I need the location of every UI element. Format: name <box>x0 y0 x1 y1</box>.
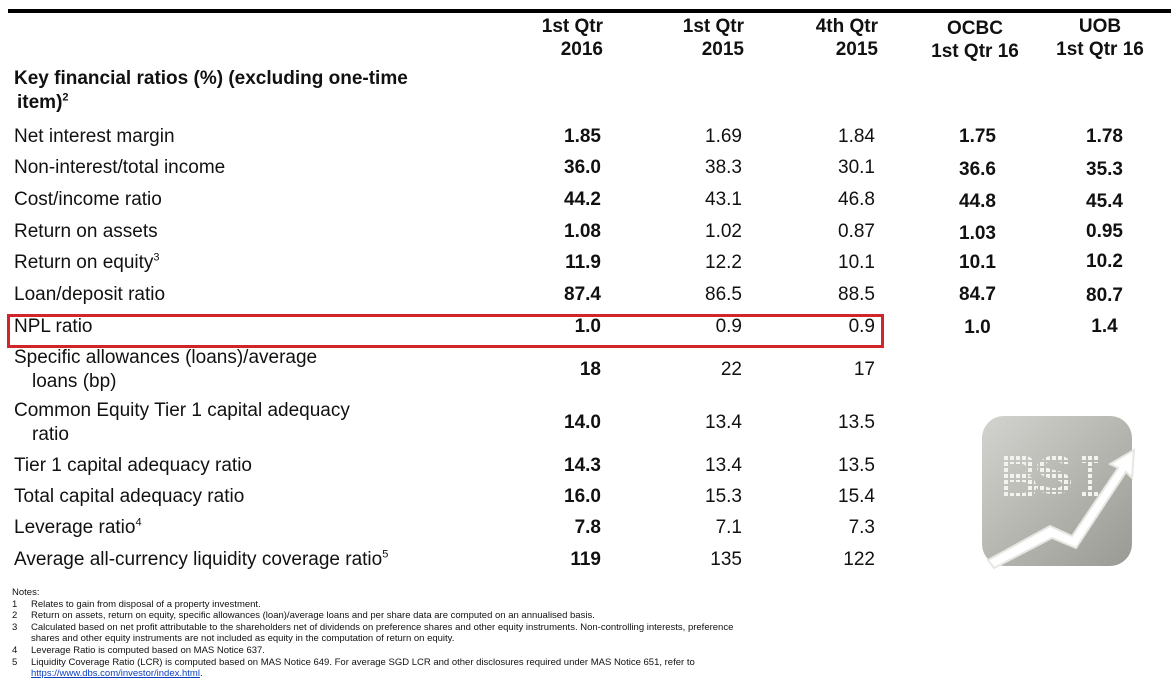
cell-4q15: 1.84 <box>838 126 875 147</box>
cell-uob: 1.4 <box>1091 316 1118 337</box>
row-label: Average all-currency liquidity coverage … <box>14 548 389 570</box>
row-label: Leverage ratio4 <box>14 516 142 538</box>
cell-1q15: 13.4 <box>705 455 742 476</box>
row-label: Cost/income ratio <box>14 189 162 210</box>
cell-1q16: 16.0 <box>564 486 601 507</box>
cell-ocbc: 1.03 <box>959 223 996 244</box>
col-header-1q15: 1st Qtr 2015 <box>682 16 744 60</box>
cell-4q15: 7.3 <box>848 517 875 538</box>
cell-4q15: 0.9 <box>848 316 875 337</box>
cell-1q16: 18 <box>579 359 601 380</box>
section-title: Key financial ratios (%) (excluding one-… <box>14 68 408 113</box>
cell-ocbc: 1.75 <box>959 126 996 147</box>
cell-1q15: 15.3 <box>705 486 742 507</box>
row-label: Return on equity3 <box>14 251 160 273</box>
cell-1q16: 87.4 <box>564 284 601 305</box>
cell-1q16: 1.08 <box>564 221 601 242</box>
cell-1q15: 13.4 <box>705 412 742 433</box>
cell-1q15: 43.1 <box>705 189 742 210</box>
cell-1q16: 1.0 <box>574 316 601 337</box>
cell-1q15: 86.5 <box>705 284 742 305</box>
cell-4q15: 13.5 <box>838 455 875 476</box>
footnotes: Notes: 1 Relates to gain from disposal of… <box>12 587 752 680</box>
cell-ocbc: 1.0 <box>964 317 991 338</box>
footnote: 3 Calculated based on net profit attribut… <box>12 621 734 645</box>
cell-1q15: 12.2 <box>705 252 742 273</box>
cell-4q15: 0.87 <box>838 221 875 242</box>
cell-uob: 1.78 <box>1086 126 1123 147</box>
cell-1q15: 1.02 <box>705 221 742 242</box>
logo-arrow <box>986 448 1136 570</box>
row-label: Loan/deposit ratio <box>14 284 166 305</box>
cell-1q15: 1.69 <box>705 126 742 147</box>
cell-1q15: 135 <box>710 549 742 570</box>
cell-uob: 10.2 <box>1086 251 1123 272</box>
cell-4q15: 122 <box>843 549 875 570</box>
footnote: 2 Return on assets, return on equity, spe… <box>12 610 595 622</box>
investor-link[interactable]: https://www.dbs.com/investor/index.html <box>31 668 200 680</box>
row-label: Specific allowances (loans)/average loans… <box>14 347 318 392</box>
cell-4q15: 88.5 <box>838 284 875 305</box>
cell-ocbc: 84.7 <box>959 284 996 305</box>
row-label: Return on assets <box>14 221 158 242</box>
top-rule <box>8 9 1171 13</box>
cell-4q15: 10.1 <box>838 252 875 273</box>
cell-1q15: 0.9 <box>715 316 742 337</box>
cell-uob: 45.4 <box>1086 191 1123 212</box>
col-header-1q16: 1st Qtr 2016 <box>541 16 603 60</box>
cell-1q16: 44.2 <box>564 189 601 210</box>
footnote: 4 Leverage Ratio is computed based on MAS… <box>12 644 265 656</box>
cell-1q16: 36.0 <box>564 157 601 178</box>
row-label: Tier 1 capital adequacy ratio <box>14 455 252 476</box>
col-header-4q15: 4th Qtr 2015 <box>815 16 878 60</box>
cell-uob: 0.95 <box>1086 221 1123 242</box>
col-header-uob: UOB 1st Qtr 16 <box>1056 16 1144 60</box>
cell-4q15: 17 <box>853 359 875 380</box>
cell-1q16: 14.0 <box>564 412 601 433</box>
cell-1q15: 22 <box>720 359 742 380</box>
footnote: 5 Liquidity Coverage Ratio (LCR) is compu… <box>12 656 695 680</box>
cell-ocbc: 44.8 <box>959 191 996 212</box>
logo-letters <box>1002 455 1100 498</box>
footnote: 1 Relates to gain from disposal of a prop… <box>12 598 261 610</box>
row-label: Net interest margin <box>14 126 175 147</box>
row-label: Common Equity Tier 1 capital adequacy rat… <box>14 400 350 445</box>
row-label: Non-interest/total income <box>14 157 226 178</box>
cell-1q16: 119 <box>570 549 601 570</box>
cell-4q15: 30.1 <box>838 157 875 178</box>
npl-ratio-highlight-box <box>7 314 884 348</box>
row-label: Total capital adequacy ratio <box>14 486 245 507</box>
row-label: NPL ratio <box>14 316 93 337</box>
cell-1q16: 14.3 <box>564 455 601 476</box>
cell-1q16: 1.85 <box>564 126 601 147</box>
cell-4q15: 46.8 <box>838 189 875 210</box>
notes-title: Notes: <box>12 587 40 598</box>
cell-1q16: 11.9 <box>565 252 601 273</box>
cell-uob: 35.3 <box>1086 159 1123 180</box>
cell-uob: 80.7 <box>1086 285 1123 306</box>
cell-1q15: 7.1 <box>715 517 742 538</box>
bsi-chart-arrow-logo-icon <box>982 416 1136 570</box>
cell-ocbc: 10.1 <box>959 252 996 273</box>
cell-ocbc: 36.6 <box>959 159 996 180</box>
cell-4q15: 15.4 <box>838 486 875 507</box>
cell-1q16: 7.8 <box>574 517 601 538</box>
col-header-ocbc: OCBC 1st Qtr 16 <box>931 18 1019 62</box>
cell-4q15: 13.5 <box>838 412 875 433</box>
cell-1q15: 38.3 <box>705 157 742 178</box>
